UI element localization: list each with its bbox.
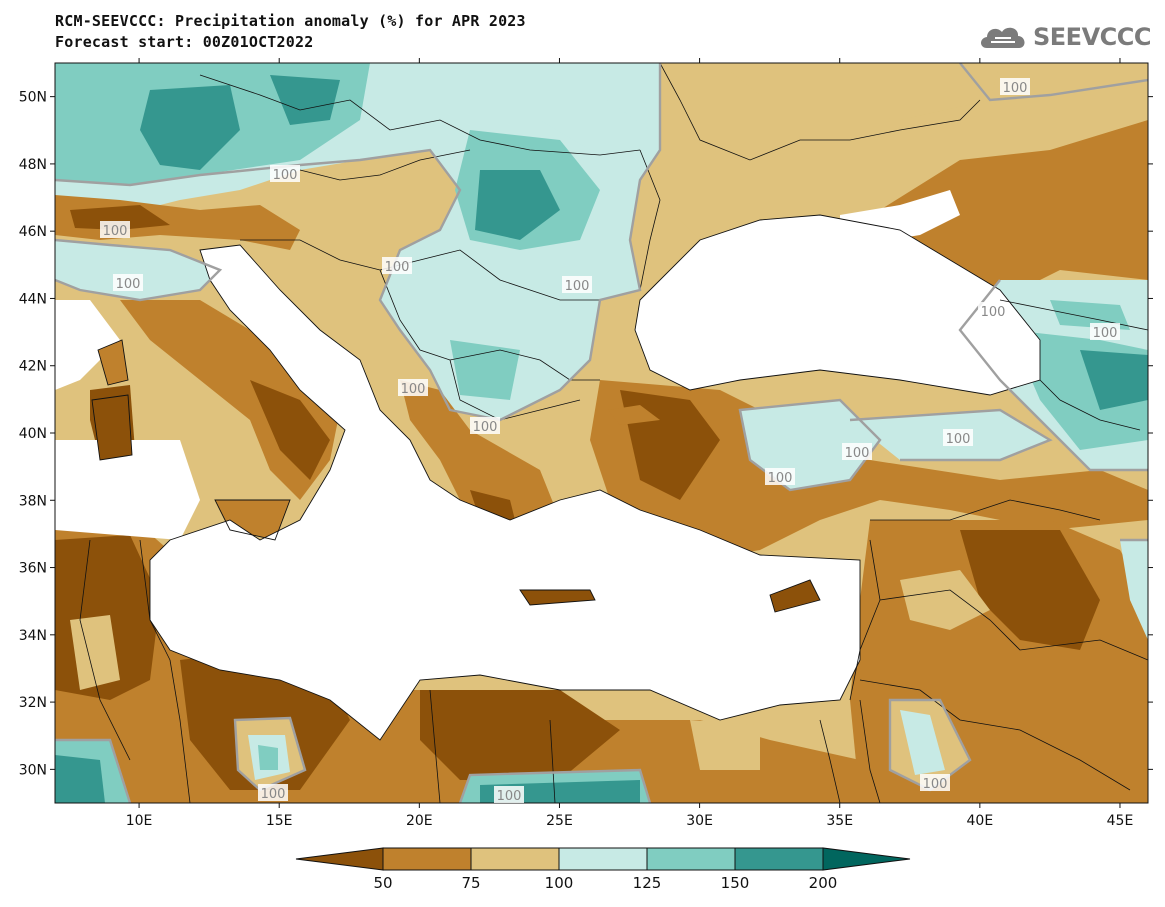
- svg-text:100: 100: [103, 224, 128, 239]
- colorbar-tick-label: 200: [809, 874, 838, 892]
- colorbar-arrow-high: [822, 847, 911, 871]
- contour-label: 100: [470, 417, 500, 435]
- lon-label: 20E: [406, 813, 433, 829]
- coastlines: [91, 214, 1041, 741]
- svg-text:100: 100: [273, 168, 298, 183]
- svg-text:100: 100: [116, 277, 141, 292]
- lat-label: 38N: [19, 493, 47, 509]
- lon-label: 45E: [1107, 813, 1134, 829]
- contour-label: 100: [270, 165, 300, 183]
- contour-labels: 100 100 100 100 100 100 100 100 100 100 100 100 100 1…: [100, 78, 1120, 804]
- colorbar: 50 75 100 125 150 200: [295, 847, 911, 892]
- contour-100: [55, 63, 1148, 803]
- lat-label: 50N: [19, 90, 47, 106]
- logo-text: SEEVCCC: [1033, 23, 1152, 51]
- cloud-icon: [981, 27, 1025, 48]
- lat-label: 30N: [19, 762, 47, 778]
- lat-label: 44N: [19, 291, 47, 307]
- svg-text:100: 100: [981, 305, 1006, 320]
- svg-text:100: 100: [1093, 326, 1118, 341]
- anomaly-field: [55, 63, 1148, 803]
- seevccc-logo: SEEVCCC: [977, 22, 1152, 52]
- contour-label: 100: [562, 276, 592, 294]
- colorbar-tick-label: 125: [633, 874, 662, 892]
- lat-label: 36N: [19, 561, 47, 577]
- colorbar-tick-label: 100: [545, 874, 574, 892]
- contour-label: 100: [258, 784, 288, 802]
- lon-label: 15E: [266, 813, 293, 829]
- svg-text:100: 100: [768, 471, 793, 486]
- svg-text:100: 100: [401, 382, 426, 397]
- lat-label: 46N: [19, 224, 47, 240]
- colorbar-segment: [734, 847, 824, 871]
- contour-label: 100: [398, 379, 428, 397]
- lat-label: 42N: [19, 359, 47, 375]
- contour-label: 100: [100, 221, 130, 239]
- colorbar-segment: [382, 847, 472, 871]
- contour-label: 100: [113, 274, 143, 292]
- colorbar-segment: [646, 847, 736, 871]
- svg-text:100: 100: [845, 446, 870, 461]
- svg-text:100: 100: [565, 279, 590, 294]
- lat-label: 32N: [19, 695, 47, 711]
- contour-label: 100: [842, 443, 872, 461]
- svg-text:100: 100: [473, 420, 498, 435]
- latitude-labels: 50N 48N 46N 44N 42N 40N 38N 36N 34N 32N 30N: [19, 90, 47, 779]
- svg-text:100: 100: [497, 789, 522, 804]
- svg-text:100: 100: [385, 260, 410, 275]
- lon-label: 10E: [126, 813, 153, 829]
- contour-label: 100: [1090, 323, 1120, 341]
- lat-label: 34N: [19, 628, 47, 644]
- contour-label: 100: [920, 774, 950, 792]
- contour-label: 100: [765, 468, 795, 486]
- axis-ticks: [50, 58, 1153, 808]
- colorbar-tick-label: 50: [373, 874, 392, 892]
- contour-label: 100: [494, 786, 524, 804]
- contour-label: 100: [1000, 78, 1030, 96]
- lon-label: 30E: [686, 813, 713, 829]
- contour-label: 100: [978, 302, 1008, 320]
- colorbar-segment: [470, 847, 560, 871]
- contour-label: 100: [943, 429, 973, 447]
- contour-label: 100: [382, 257, 412, 275]
- colorbar-tick-label: 75: [461, 874, 480, 892]
- svg-text:100: 100: [261, 787, 286, 802]
- svg-text:100: 100: [946, 432, 971, 447]
- map-title: RCM-SEEVCCC: Precipitation anomaly (%) f…: [55, 12, 526, 30]
- svg-text:100: 100: [923, 777, 948, 792]
- colorbar-segment: [558, 847, 648, 871]
- colorbar-arrow-low: [295, 847, 384, 871]
- forecast-start: Forecast start: 00Z01OCT2022: [55, 33, 314, 51]
- svg-text:100: 100: [1003, 81, 1028, 96]
- lat-label: 48N: [19, 157, 47, 173]
- colorbar-tick-label: 150: [721, 874, 750, 892]
- lat-label: 40N: [19, 426, 47, 442]
- lon-label: 35E: [826, 813, 853, 829]
- longitude-labels: 10E 15E 20E 25E 30E 35E 40E 45E: [126, 813, 1134, 829]
- lon-label: 40E: [967, 813, 994, 829]
- lon-label: 25E: [546, 813, 573, 829]
